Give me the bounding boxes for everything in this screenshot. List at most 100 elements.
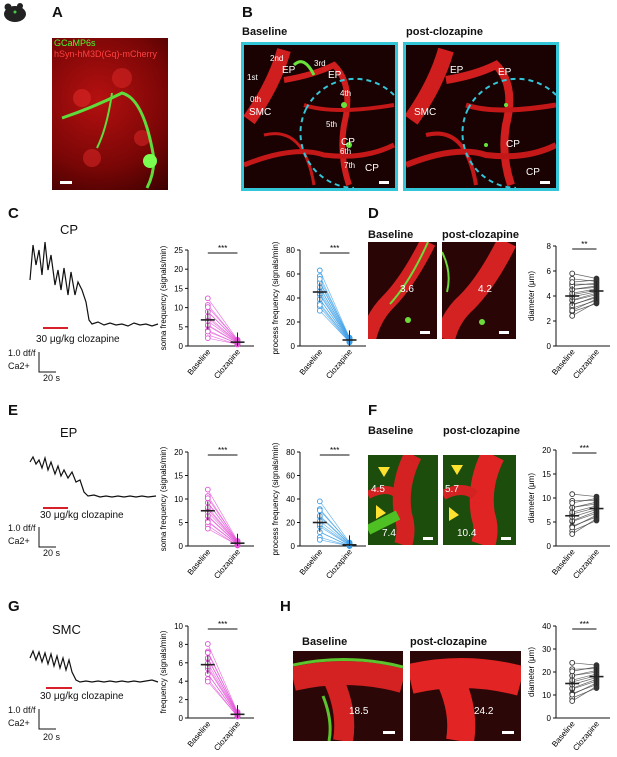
pair-line bbox=[208, 669, 238, 715]
y-axis-label: diameter (μm) bbox=[527, 473, 536, 523]
micrograph-d-post: 4.2 bbox=[442, 242, 516, 339]
y-tick-label: 40 bbox=[286, 495, 295, 504]
g-title: SMC bbox=[52, 622, 81, 637]
pair-line bbox=[208, 326, 238, 343]
label-gcamp: GCaMP6s bbox=[54, 38, 96, 48]
y-axis-label: diameter (μm) bbox=[527, 647, 536, 697]
pair-line bbox=[572, 274, 596, 279]
y-tick-label: 20 bbox=[286, 519, 295, 528]
c-scale-bar bbox=[38, 352, 58, 374]
b-post-label-ep1: EP bbox=[450, 65, 463, 76]
b-order-2: 2nd bbox=[270, 54, 283, 63]
category-label: Baseline bbox=[186, 547, 213, 577]
g-stim-label: 30 μg/kg clozapine bbox=[40, 691, 124, 702]
category-label: Clozapine bbox=[571, 719, 601, 752]
y-tick-label: 20 bbox=[542, 668, 551, 677]
y-axis-label: soma frequency (signals/min) bbox=[159, 446, 168, 551]
micrograph-h-post: 24.2 bbox=[410, 651, 521, 741]
b-order-5: 5th bbox=[326, 120, 337, 129]
b-order-1: 1st bbox=[247, 73, 258, 82]
category-label: Clozapine bbox=[212, 719, 242, 752]
b-order-6: 6th bbox=[340, 147, 351, 156]
data-point-baseline bbox=[317, 276, 322, 281]
y-tick-label: 2 bbox=[547, 317, 552, 326]
y-tick-label: 60 bbox=[286, 472, 295, 481]
y-tick-label: 60 bbox=[286, 270, 295, 279]
data-point-baseline bbox=[570, 532, 575, 537]
y-tick-label: 10 bbox=[174, 495, 183, 504]
y-tick-label: 4 bbox=[179, 677, 184, 686]
g-scale-unit: Ca2+ bbox=[8, 718, 30, 728]
category-label: Clozapine bbox=[324, 547, 354, 580]
significance-label: *** bbox=[580, 444, 589, 453]
significance-label: *** bbox=[218, 446, 227, 455]
data-point-baseline bbox=[570, 699, 575, 704]
y-axis-label: diameter (μm) bbox=[527, 271, 536, 321]
y-tick-label: 15 bbox=[174, 472, 183, 481]
e-scale-x: 20 s bbox=[43, 548, 60, 558]
y-axis-label: frequency (signals/min) bbox=[159, 630, 168, 713]
b-label-ep2: EP bbox=[328, 70, 341, 81]
data-point-baseline bbox=[570, 492, 575, 497]
y-tick-label: 5 bbox=[547, 518, 552, 527]
panel-letter-c: C bbox=[8, 205, 19, 222]
y-tick-label: 25 bbox=[174, 246, 183, 255]
data-point-baseline bbox=[205, 496, 210, 501]
pair-line bbox=[208, 509, 238, 543]
y-tick-label: 4 bbox=[547, 292, 552, 301]
h-post-label: post-clozapine bbox=[410, 636, 487, 648]
d-val-post: 4.2 bbox=[478, 284, 492, 295]
micrograph-b-post: EP EP SMC CP CP bbox=[403, 42, 559, 191]
category-label: Baseline bbox=[186, 347, 213, 377]
pair-line bbox=[208, 512, 238, 543]
data-point-baseline bbox=[570, 501, 575, 506]
pair-line bbox=[320, 287, 350, 339]
data-point-baseline bbox=[317, 537, 322, 542]
micrograph-h-baseline: 18.5 bbox=[293, 651, 403, 741]
category-label: Clozapine bbox=[571, 547, 601, 580]
y-tick-label: 0 bbox=[547, 342, 552, 351]
y-tick-label: 0 bbox=[291, 342, 296, 351]
f-post-label: post-clozapine bbox=[443, 425, 520, 437]
y-tick-label: 0 bbox=[291, 542, 296, 551]
category-label: Baseline bbox=[298, 547, 325, 577]
g-scale-x: 20 s bbox=[43, 732, 60, 742]
panel-letter-h: H bbox=[280, 598, 291, 615]
y-tick-label: 0 bbox=[179, 342, 184, 351]
category-label: Clozapine bbox=[324, 347, 354, 380]
data-point-baseline bbox=[205, 336, 210, 341]
pair-line bbox=[320, 521, 350, 544]
pair-line bbox=[320, 270, 350, 337]
f-val-post-1: 5.7 bbox=[445, 484, 459, 495]
data-point-baseline bbox=[317, 308, 322, 313]
data-point-baseline bbox=[570, 525, 575, 530]
pair-line bbox=[208, 307, 238, 340]
data-point-baseline bbox=[205, 487, 210, 492]
category-label: Clozapine bbox=[212, 347, 242, 380]
panel-letter-f: F bbox=[368, 402, 377, 419]
pair-line bbox=[208, 653, 238, 713]
y-axis-label: process frequency (signals/min) bbox=[271, 241, 280, 354]
c-stim-label: 30 μg/kg clozapine bbox=[36, 334, 120, 345]
d-baseline-label: Baseline bbox=[368, 229, 413, 241]
y-tick-label: 20 bbox=[542, 446, 551, 455]
data-point-baseline bbox=[205, 650, 210, 655]
y-tick-label: 6 bbox=[179, 659, 184, 668]
micrograph-f-baseline: 4.5 7.4 bbox=[368, 455, 438, 545]
y-tick-label: 8 bbox=[547, 242, 552, 251]
g-scale-bar bbox=[38, 709, 58, 731]
b-order-0: 0th bbox=[250, 95, 261, 104]
micrograph-f-post: 5.7 10.4 bbox=[443, 455, 516, 545]
category-label: Baseline bbox=[298, 347, 325, 377]
significance-label: *** bbox=[218, 244, 227, 253]
data-point-baseline bbox=[205, 305, 210, 310]
c-title: CP bbox=[60, 222, 78, 237]
pair-line bbox=[208, 644, 238, 712]
b-post-label-cp2: CP bbox=[526, 167, 540, 178]
data-point-baseline bbox=[205, 679, 210, 684]
data-point-clozapine bbox=[594, 494, 599, 499]
pair-line bbox=[572, 494, 596, 496]
